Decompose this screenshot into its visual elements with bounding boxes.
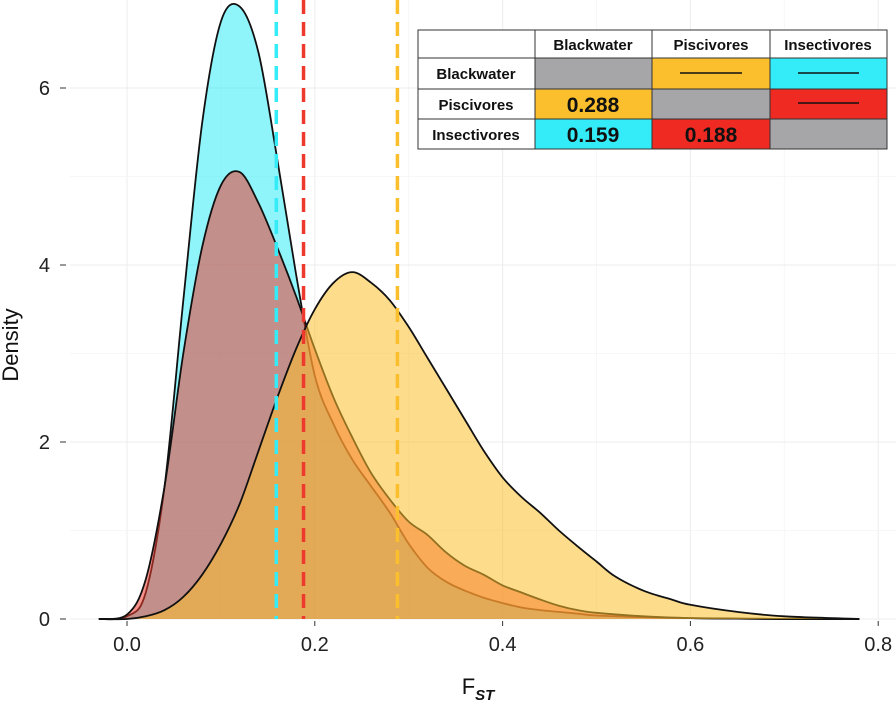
x-tick-label: 0.2 [301, 634, 329, 656]
axes: 0.0 0.2 0.4 0.6 0.8 0 2 4 6 [39, 78, 892, 656]
table-col-header: Blackwater [553, 37, 632, 54]
density-areas [98, 3, 860, 621]
table-col-header-cell [770, 30, 887, 58]
table-col-header-cell [535, 30, 652, 58]
cell-piscivores-insectivores [770, 89, 887, 119]
table-row-header-cell [418, 119, 535, 149]
y-tick-label: 4 [39, 255, 50, 277]
cell-insectivores-insectivores [770, 119, 887, 149]
y-axis-title: Density [0, 308, 23, 381]
cell-insectivores-piscivores [652, 119, 770, 149]
mean-lines [274, 0, 400, 619]
fst-value-insectivores-piscivores: 0.188 [685, 124, 738, 147]
table-row-header: Piscivores [438, 97, 513, 114]
y-tick-label: 2 [39, 432, 50, 454]
x-tick-label: 0.8 [864, 634, 892, 656]
table-row-header-cell [418, 58, 535, 89]
cell-blackwater-blackwater [535, 58, 652, 89]
cell-piscivores-blackwater [535, 89, 652, 119]
cell-insectivores-blackwater [535, 119, 652, 149]
x-tick-label: 0.6 [676, 634, 704, 656]
fst-value-piscivores-blackwater: 0.288 [567, 94, 620, 117]
x-axis-title: FST [462, 674, 496, 704]
pairwise-fst-table: Blackwater Piscivores Insectivores Black… [417, 29, 888, 150]
table-corner-cell [418, 30, 535, 58]
x-tick-label: 0.0 [113, 634, 141, 656]
density-curve-blackwater-piscivores [98, 271, 860, 621]
x-tick-label: 0.4 [489, 634, 517, 656]
table-row-header: Blackwater [436, 66, 515, 83]
cell-piscivores-piscivores [652, 89, 770, 119]
y-tick-label: 6 [39, 78, 50, 100]
table-col-header: Insectivores [784, 37, 872, 54]
table-row-header-cell [418, 89, 535, 119]
table-col-header: Piscivores [673, 37, 748, 54]
table-col-header-cell [652, 30, 770, 58]
table-row-header: Insectivores [432, 127, 520, 144]
density-area-blackwater-piscivores [98, 272, 860, 620]
fst-value-insectivores-blackwater: 0.159 [567, 124, 620, 147]
y-tick-label: 0 [39, 609, 50, 631]
